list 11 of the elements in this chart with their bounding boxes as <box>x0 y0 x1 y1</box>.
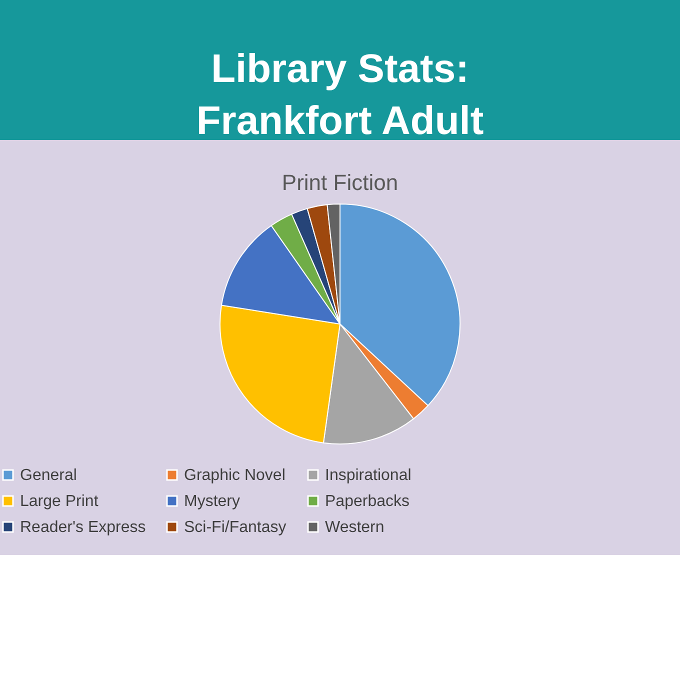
chart-title: Library Stats: Frankfort Adult <box>196 47 484 143</box>
chart-subtitle: Print Fiction <box>282 170 398 195</box>
legend-label: Graphic Novel <box>184 467 286 484</box>
legend-label: Sci-Fi/Fantasy <box>184 519 286 536</box>
legend-label: Paperbacks <box>325 493 410 510</box>
legend-label: Western <box>325 519 384 536</box>
legend-label: General <box>20 467 77 484</box>
legend-label: Large Print <box>20 493 99 510</box>
legend-label: Reader's Express <box>20 519 146 536</box>
legend-label: Mystery <box>184 493 240 510</box>
legend-label: Inspirational <box>325 467 412 484</box>
